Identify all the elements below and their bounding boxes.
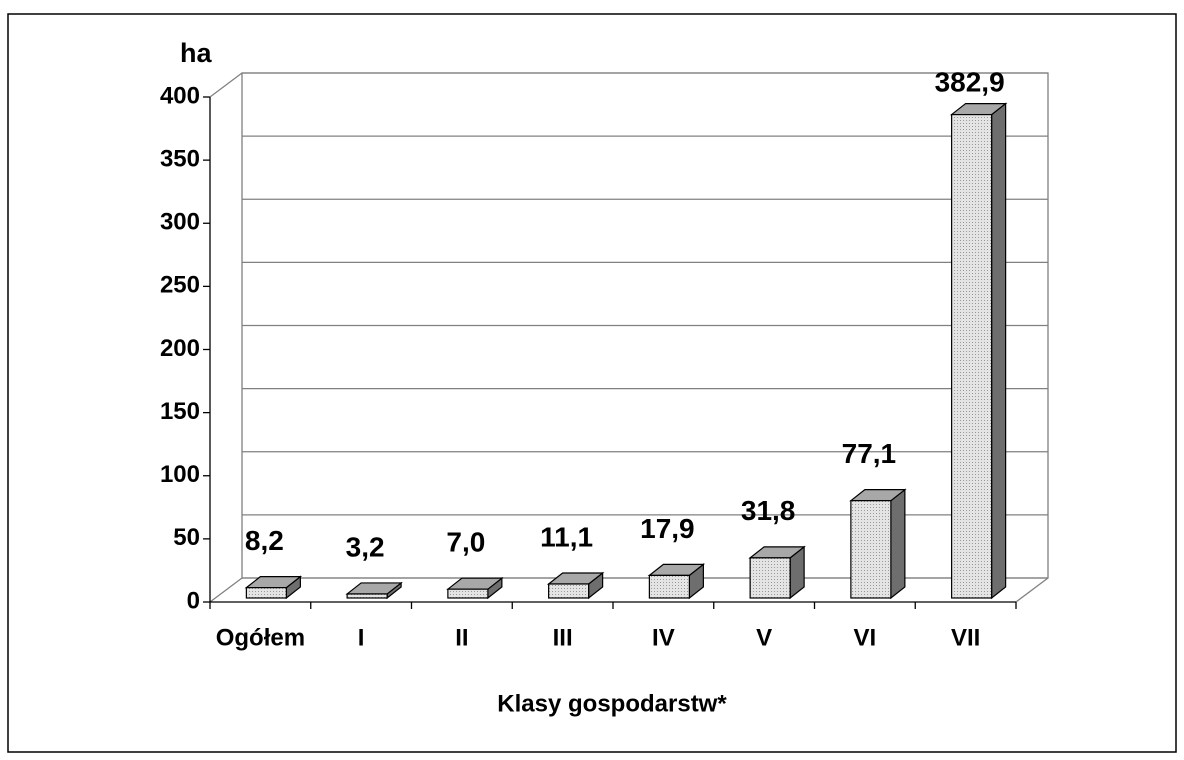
x-tick-label: V [756,624,772,651]
bar-side [890,488,906,600]
bar [548,583,590,599]
bar [648,574,690,599]
x-tick-label: I [358,624,365,651]
x-tick-label: II [455,624,468,651]
value-label: 382,9 [935,66,1005,97]
x-tick-label: VI [854,624,877,651]
x-tick-label: IV [652,624,675,651]
bar [749,557,791,599]
bar [447,588,489,599]
bar-side [991,102,1007,600]
x-axis-label: Klasy gospodarstw* [497,690,727,717]
y-tick-label: 350 [160,145,200,172]
y-tick-label: 200 [160,335,200,362]
wall-edge [209,72,243,98]
bar [346,593,388,599]
bar [245,587,287,599]
bar [850,500,892,599]
y-tick-label: 50 [173,524,200,551]
value-label: 17,9 [640,513,695,544]
x-tick-label: Ogółem [216,624,305,651]
value-label: 11,1 [540,521,593,552]
value-label: 31,8 [741,495,796,526]
x-tick-label: III [553,624,573,651]
y-tick-label: 0 [187,587,200,614]
floor-edge [209,577,243,603]
value-label: 3,2 [346,531,385,562]
value-label: 77,1 [842,438,897,469]
y-tick-label: 100 [160,461,200,488]
y-tick-label: 300 [160,209,200,236]
bar [951,113,993,599]
floor-edge [1015,577,1049,603]
y-tick-label: 150 [160,398,200,425]
y-axis-label: ha [180,38,212,68]
value-label: 7,0 [446,527,485,558]
value-label: 8,2 [245,525,284,556]
y-tick-label: 400 [160,82,200,109]
x-tick-label: VII [951,624,980,651]
y-tick-label: 250 [160,272,200,299]
